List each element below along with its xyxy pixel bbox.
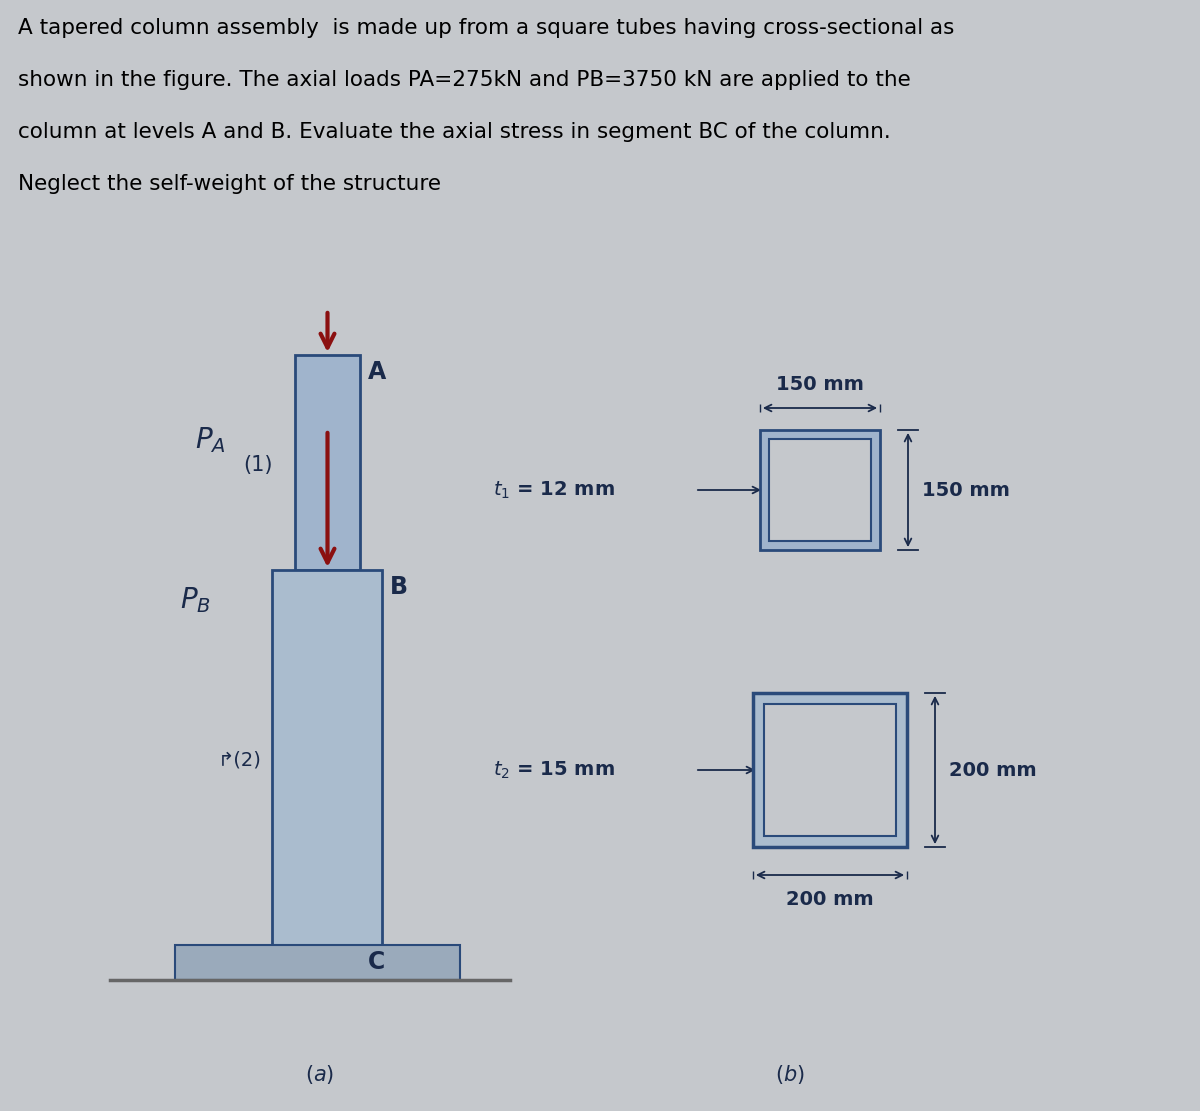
Text: C: C xyxy=(368,950,385,974)
Bar xyxy=(754,693,907,847)
Bar xyxy=(769,439,871,541)
Text: 150 mm: 150 mm xyxy=(922,480,1010,500)
Text: ↱(2): ↱(2) xyxy=(218,751,262,770)
Text: $t_1$ = 12 mm: $t_1$ = 12 mm xyxy=(493,479,616,501)
Text: shown in the figure. The axial loads PA=275kN and PB=3750 kN are applied to the: shown in the figure. The axial loads PA=… xyxy=(18,70,911,90)
Text: 200 mm: 200 mm xyxy=(949,761,1037,780)
Text: column at levels A and B. Evaluate the axial stress in segment BC of the column.: column at levels A and B. Evaluate the a… xyxy=(18,122,890,142)
Text: $P_A$: $P_A$ xyxy=(194,426,226,454)
Text: A: A xyxy=(368,360,386,384)
Text: B: B xyxy=(390,575,408,599)
Bar xyxy=(760,430,880,550)
Bar xyxy=(764,704,896,835)
Text: $t_2$ = 15 mm: $t_2$ = 15 mm xyxy=(493,759,616,781)
Text: Neglect the self-weight of the structure: Neglect the self-weight of the structure xyxy=(18,174,442,194)
Text: 150 mm: 150 mm xyxy=(776,376,864,394)
Bar xyxy=(175,945,460,980)
Text: $P_B$: $P_B$ xyxy=(180,585,210,614)
Text: (1): (1) xyxy=(244,456,272,476)
Text: $(b)$: $(b)$ xyxy=(775,1063,805,1087)
Bar xyxy=(272,570,382,945)
Text: A tapered column assembly  is made up from a square tubes having cross-sectional: A tapered column assembly is made up fro… xyxy=(18,18,954,38)
Bar xyxy=(295,356,360,570)
Text: 200 mm: 200 mm xyxy=(786,890,874,909)
Text: $(a)$: $(a)$ xyxy=(305,1063,335,1087)
